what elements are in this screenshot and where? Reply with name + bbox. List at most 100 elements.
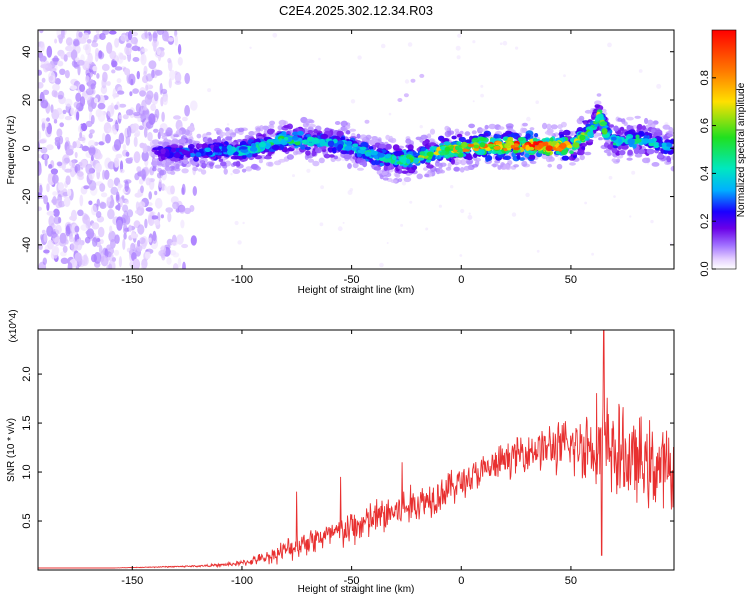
spectral-mark [344,153,352,159]
noise-speckle [109,30,117,35]
spectral-mark [594,104,601,108]
x-tick-label: -50 [344,274,360,286]
noise-speckle [166,257,172,265]
spectral-mark [648,142,655,147]
noise-speckle [455,45,461,51]
noise-speckle [136,70,140,80]
noise-speckle [126,209,134,218]
spectral-mark [671,155,674,160]
noise-speckle [41,121,46,132]
noise-speckle [53,119,58,124]
snr-series-line [38,330,674,569]
spectral-mark [424,173,430,178]
noise-speckle [50,168,59,175]
spectral-mark [151,160,158,167]
noise-speckle [38,141,41,152]
noise-speckle [138,201,146,209]
spectral-mark [416,173,423,180]
spectral-mark [337,144,344,150]
noise-speckle [117,90,125,95]
noise-speckle [76,170,85,181]
noise-speckle [160,88,168,95]
spectral-mark [445,167,452,171]
noise-speckle [79,132,83,139]
noise-speckle [112,88,117,100]
noise-speckle [116,78,122,84]
noise-speckle [152,32,158,39]
spectral-mark [493,134,502,139]
noise-speckle [234,220,239,226]
noise-speckle [457,33,462,38]
noise-speckle [337,226,343,232]
noise-speckle [115,194,120,204]
noise-speckle [64,98,73,107]
spectral-mark [397,178,403,183]
spectral-mark [410,78,416,83]
noise-speckle [127,125,132,138]
noise-speckle [133,136,138,148]
spectral-mark [598,137,603,141]
spectral-mark [220,132,227,136]
spectral-mark [281,131,287,136]
spectral-mark [636,123,643,130]
spectral-mark [542,122,548,130]
spectral-mark [557,124,563,130]
y-tick-label: 1.5 [21,415,33,430]
spectral-mark [291,135,299,141]
noise-speckle [168,37,174,42]
noise-speckle [107,196,112,202]
spectral-mark [534,133,539,138]
spectral-mark [158,127,164,134]
noise-speckle [85,163,93,175]
spectral-mark [332,135,341,140]
spectral-mark [262,125,270,130]
spectral-mark [646,157,651,163]
spectral-mark [635,134,640,140]
spectral-mark [152,147,159,151]
noise-speckle [404,79,410,84]
spectral-mark [547,131,554,136]
spectral-mark [657,153,664,159]
spectral-mark [320,133,329,139]
noise-speckle [591,252,594,256]
noise-speckle [118,103,127,108]
spectral-mark [528,154,536,160]
spectral-mark [594,100,602,106]
noise-speckle [120,34,128,42]
spectral-mark [471,137,480,143]
noise-speckle [128,224,132,232]
spectral-mark [465,158,474,165]
noise-speckle [57,94,64,100]
spectral-mark [587,131,594,138]
spectral-mark [234,156,239,160]
spectral-mark [278,119,287,126]
spectral-mark [323,153,331,159]
spectral-mark [195,152,202,158]
snr-y-multiplier: (x10^4) [8,309,19,342]
noise-speckle [153,42,157,52]
noise-speckle [104,133,111,144]
spectral-mark [555,150,560,155]
noise-speckle [113,123,120,130]
noise-speckle [88,140,96,148]
spectral-mark [370,150,378,156]
spectral-mark [365,134,372,140]
noise-speckle [43,249,50,254]
colorbar: 0.0 0.2 0.4 0.6 0.8 Normalized spectral ampl… [699,29,747,277]
noise-speckle [607,42,612,48]
noise-speckle [84,95,91,101]
spectral-mark [670,165,674,172]
noise-speckle [72,141,77,149]
noise-speckle [145,84,149,91]
noise-speckle [460,208,465,214]
spectral-mark [545,145,553,152]
spectral-mark [649,122,656,129]
noise-speckle [59,232,67,244]
spectral-mark [397,98,403,102]
noise-speckle [100,239,104,245]
spectrogram-marks [38,30,674,269]
noise-speckle [130,36,138,45]
noise-speckle [162,95,168,106]
spectral-mark [447,131,452,136]
